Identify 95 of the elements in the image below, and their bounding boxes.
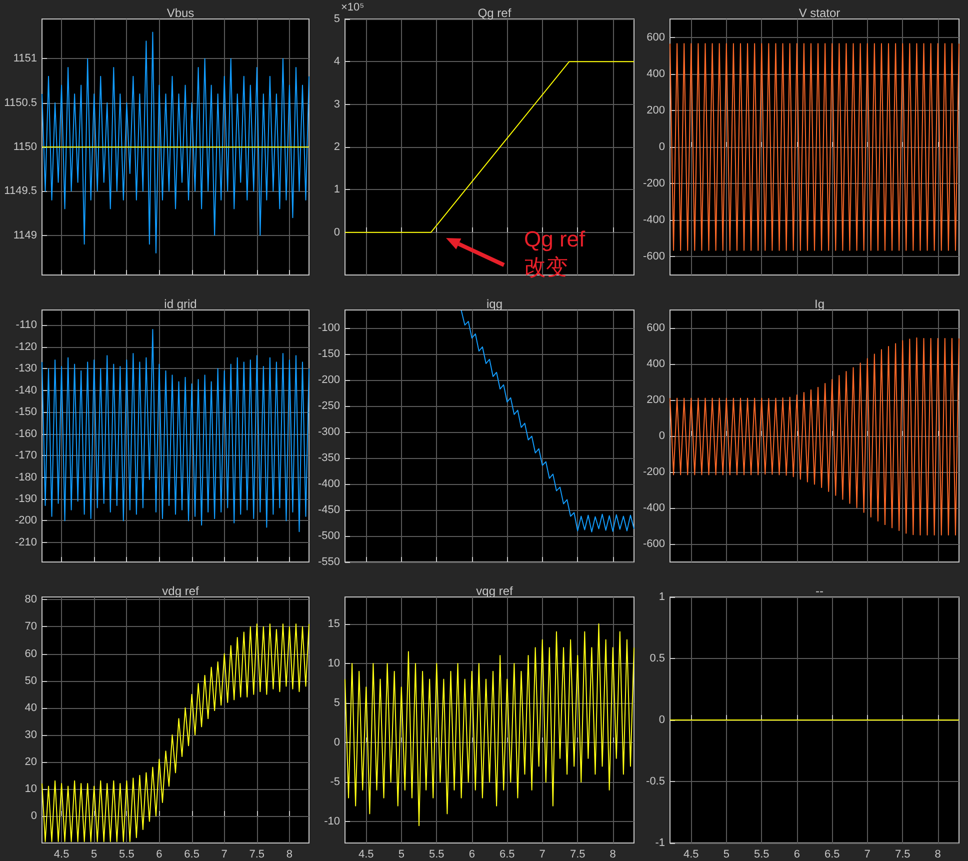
y-tick-label: 10 bbox=[328, 657, 340, 670]
chart-title: V stator bbox=[798, 6, 840, 20]
y-tick-label: -190 bbox=[14, 493, 37, 505]
y-tick-label: -450 bbox=[318, 504, 340, 516]
y-tick-label: 80 bbox=[24, 594, 37, 606]
y-tick-label: 30 bbox=[24, 728, 37, 741]
y-tick-label: 60 bbox=[24, 648, 37, 660]
y-tick-label: -150 bbox=[14, 406, 37, 418]
text: ×10⁵ bbox=[341, 2, 364, 14]
y-tick-label: 0 bbox=[658, 141, 665, 153]
y-tick-label: -200 bbox=[642, 178, 665, 190]
y-tick-label: -110 bbox=[16, 319, 37, 332]
y-tick-label: 0 bbox=[30, 810, 37, 822]
y-tick-label: 0 bbox=[334, 226, 340, 238]
y-tick-label: -170 bbox=[14, 450, 37, 462]
y-tick-label: -200 bbox=[318, 374, 340, 386]
x-tick-label: 4.5 bbox=[358, 848, 374, 860]
y-tick-label: 1 bbox=[334, 184, 340, 196]
y-tick-label: 0 bbox=[334, 736, 340, 749]
y-tick-label: 1150 bbox=[13, 141, 37, 153]
chart-title: Vbus bbox=[166, 6, 194, 20]
x-tick-label: 5.5 bbox=[754, 848, 770, 860]
y-tick-label: 0 bbox=[658, 714, 665, 726]
y-tick-label: 20 bbox=[24, 756, 37, 768]
y-tick-label: 15 bbox=[328, 618, 340, 630]
x-tick-label: 7 bbox=[539, 848, 546, 860]
y-tick-label: 40 bbox=[24, 702, 37, 714]
y-tick-label: 600 bbox=[646, 31, 665, 44]
x-tick-label: 7.5 bbox=[894, 848, 910, 860]
x-tick-label: 6.5 bbox=[184, 848, 200, 860]
y-tick-label: -200 bbox=[14, 514, 37, 527]
y-tick-label: 600 bbox=[646, 322, 665, 334]
y-tick-label: 10 bbox=[24, 782, 37, 795]
y-tick-label: -100 bbox=[318, 322, 340, 334]
y-tick-label: 3 bbox=[334, 98, 340, 110]
chart-title: -- bbox=[816, 584, 824, 598]
y-tick-label: 1151 bbox=[13, 52, 37, 65]
x-tick-label: 5 bbox=[91, 848, 98, 860]
x-tick-label: 6 bbox=[794, 848, 800, 860]
x-tick-label: 6 bbox=[468, 848, 475, 860]
x-tick-label: 7 bbox=[221, 848, 228, 860]
x-tick-label: 6 bbox=[156, 848, 162, 860]
y-tick-label: 1 bbox=[658, 591, 665, 603]
y-tick-label: -400 bbox=[642, 502, 665, 514]
y-tick-label: -600 bbox=[642, 538, 665, 550]
y-tick-label: -150 bbox=[318, 348, 340, 360]
y-tick-label: 5 bbox=[334, 13, 340, 25]
y-tick-label: -5 bbox=[330, 776, 340, 788]
y-tick-label: -200 bbox=[642, 466, 665, 478]
y-tick-label: -210 bbox=[14, 536, 37, 548]
y-tick-label: -0.5 bbox=[646, 776, 665, 788]
x-tick-label: 5 bbox=[398, 848, 404, 860]
y-tick-label: -550 bbox=[318, 556, 340, 568]
x-tick-label: 7.5 bbox=[249, 848, 265, 860]
y-tick-label: -1 bbox=[655, 837, 665, 849]
y-tick-label: -600 bbox=[642, 250, 665, 263]
y-tick-label: -120 bbox=[14, 340, 37, 353]
x-tick-label: 4.5 bbox=[54, 848, 70, 860]
y-tick-label: 1149 bbox=[13, 229, 37, 242]
x-tick-label: 8 bbox=[610, 848, 616, 860]
y-tick-label: -300 bbox=[318, 426, 340, 438]
x-tick-label: 5 bbox=[723, 848, 730, 860]
y-tick-label: 1150.5 bbox=[4, 96, 37, 109]
y-tick-label: -160 bbox=[14, 428, 37, 440]
y-tick-label: -130 bbox=[14, 362, 37, 375]
y-tick-label: 200 bbox=[646, 394, 665, 406]
x-tick-label: 7 bbox=[864, 848, 870, 860]
y-tick-label: 400 bbox=[646, 358, 665, 370]
y-tick-label: 4 bbox=[334, 56, 340, 68]
y-tick-label: 70 bbox=[24, 620, 37, 633]
y-tick-label: 1149.5 bbox=[4, 185, 37, 198]
x-tick-label: 6.5 bbox=[824, 848, 840, 860]
y-tick-label: -350 bbox=[318, 452, 340, 464]
y-tick-label: -400 bbox=[642, 214, 665, 226]
y-tick-label: 400 bbox=[646, 68, 665, 80]
x-tick-label: 5.5 bbox=[428, 848, 444, 860]
y-tick-label: -250 bbox=[318, 400, 340, 412]
y-tick-label: -140 bbox=[14, 384, 37, 396]
y-tick-label: 0 bbox=[658, 430, 665, 442]
x-tick-label: 4.5 bbox=[684, 848, 699, 860]
y-tick-label: -180 bbox=[14, 471, 37, 484]
y-tick-label: 2 bbox=[334, 141, 340, 153]
annotation: Qg ref 改变 bbox=[524, 226, 586, 280]
x-tick-label: 5.5 bbox=[119, 848, 134, 860]
x-tick-label: 7.5 bbox=[570, 848, 586, 860]
y-tick-label: -10 bbox=[324, 816, 340, 828]
y-tick-label: -400 bbox=[318, 478, 340, 490]
y-tick-label: 0.5 bbox=[650, 652, 665, 664]
y-tick-label: 200 bbox=[646, 104, 665, 116]
y-tick-label: -500 bbox=[318, 530, 340, 542]
x-tick-label: 8 bbox=[286, 848, 293, 860]
y-tick-label: 5 bbox=[334, 696, 340, 709]
x-tick-label: 8 bbox=[934, 848, 941, 860]
x-tick-label: 6.5 bbox=[499, 848, 515, 860]
y-tick-label: 50 bbox=[24, 674, 37, 687]
